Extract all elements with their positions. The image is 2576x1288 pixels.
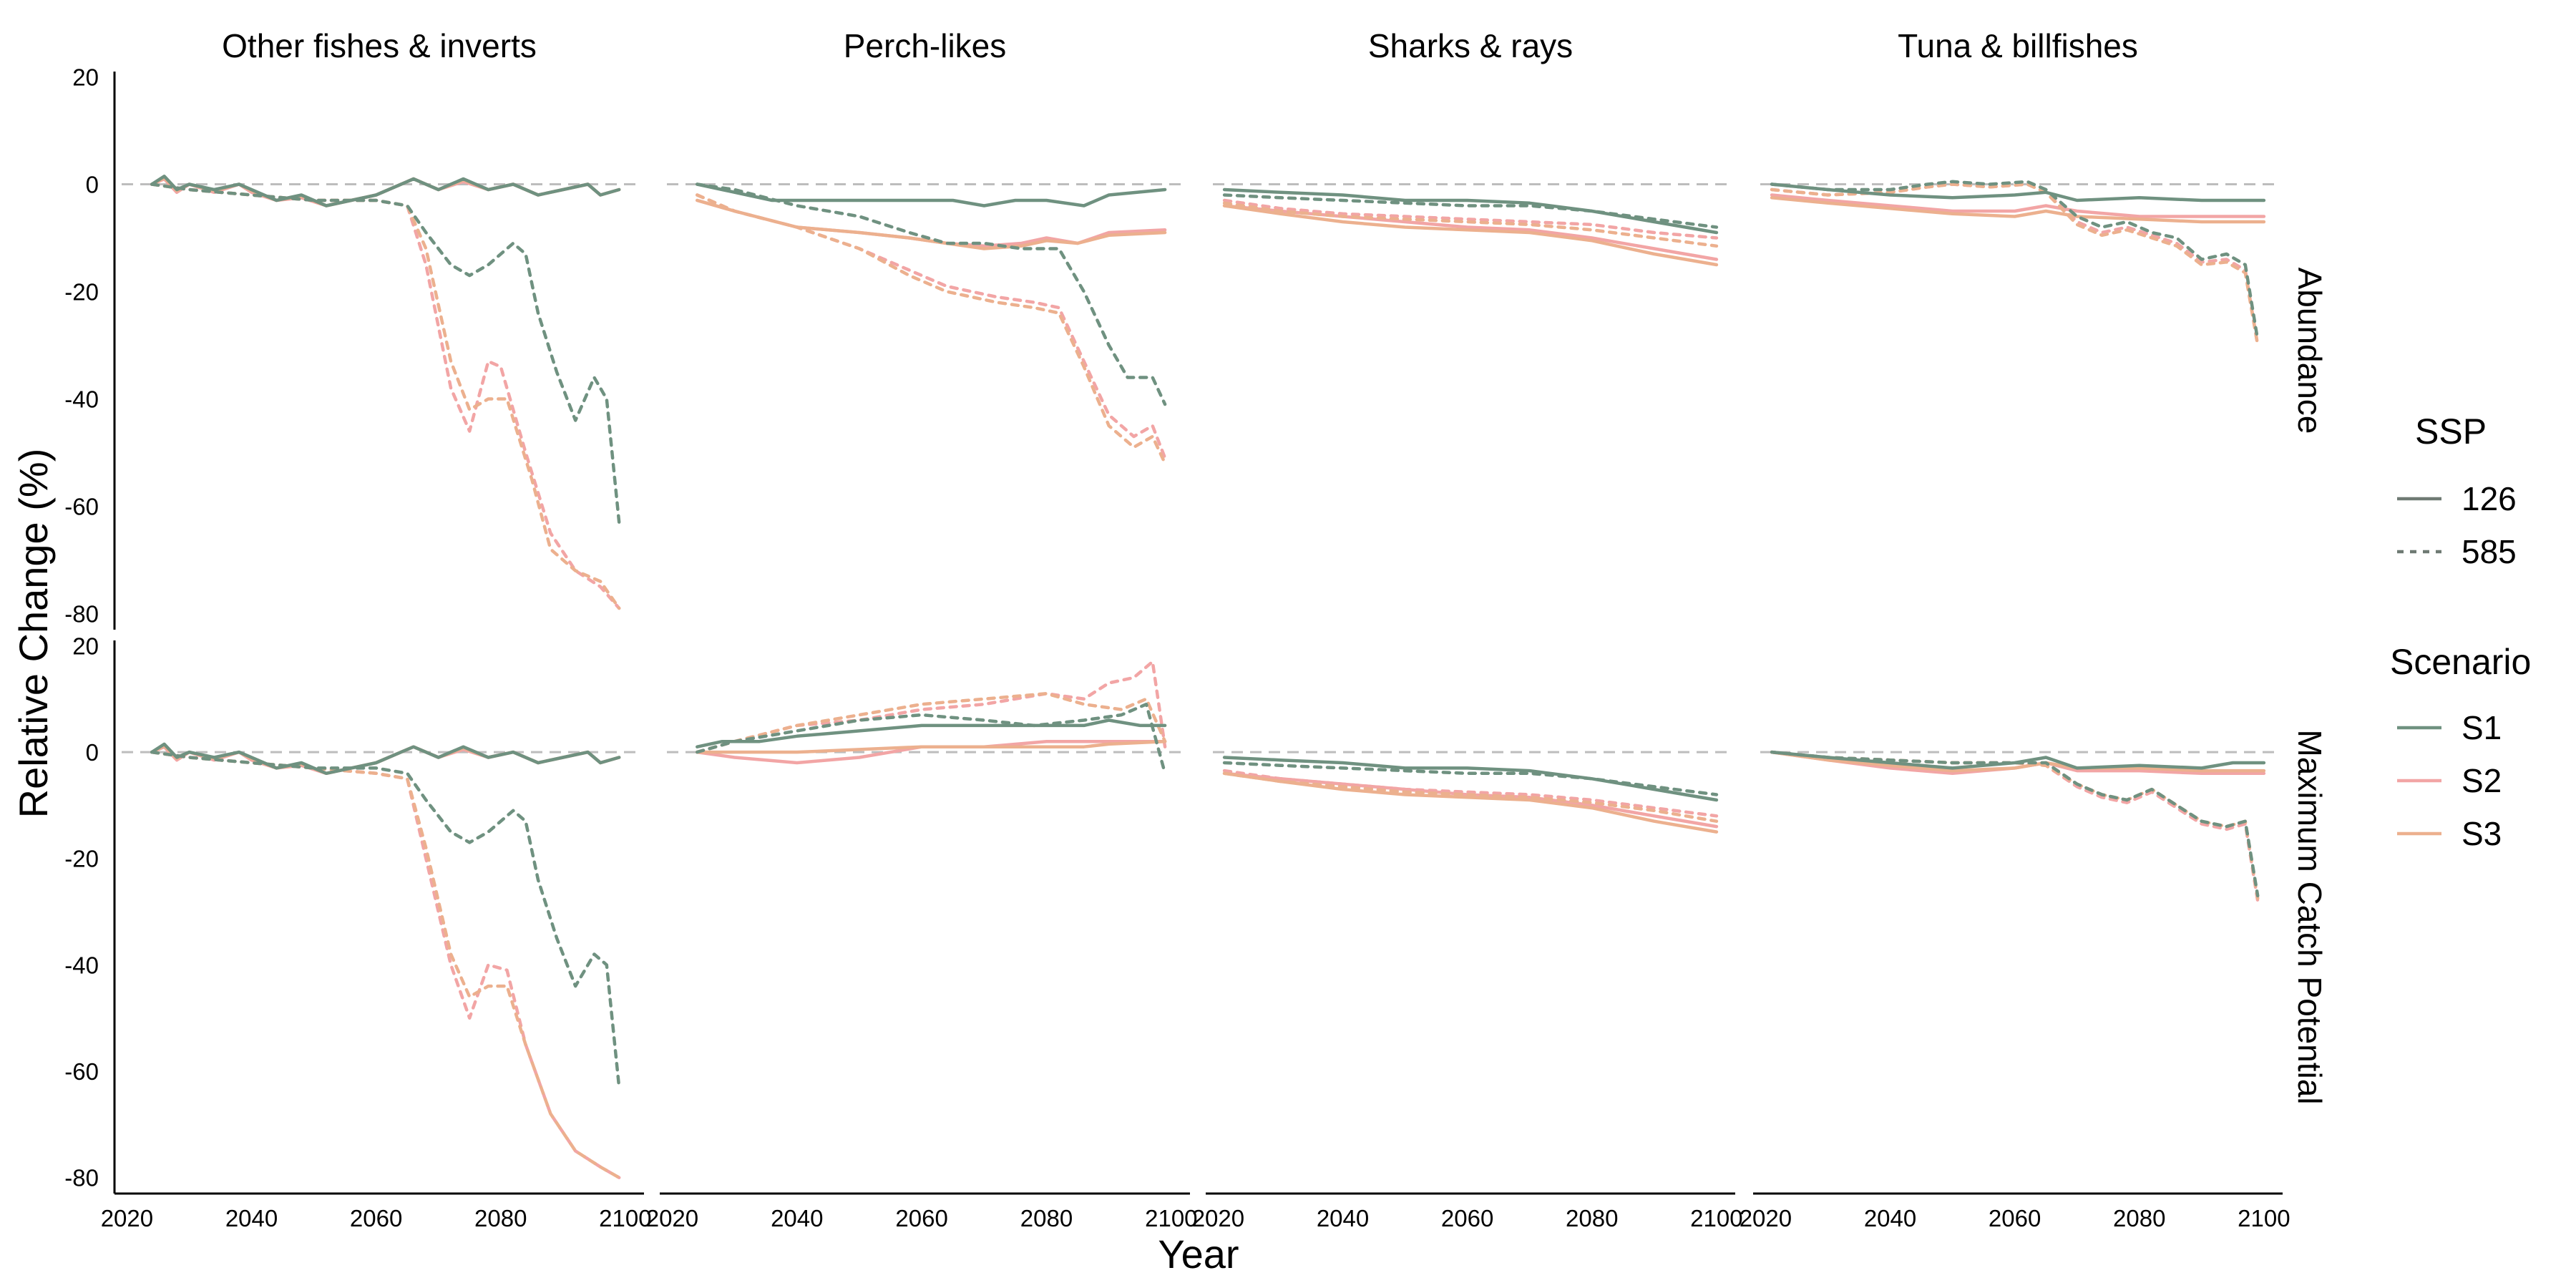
x-axis-title: Year: [1158, 1231, 1239, 1277]
y-tick-label: -20: [64, 846, 99, 872]
y-tick-label: 20: [72, 633, 99, 659]
panel: [150, 742, 621, 1179]
panel: [696, 660, 1167, 776]
x-tick-label: 2060: [350, 1205, 402, 1231]
series-line-s3-126: [1222, 771, 1719, 834]
x-tick-label: 2080: [1566, 1205, 1618, 1231]
y-tick-label: 0: [86, 739, 99, 766]
x-tick-label: 2100: [2238, 1205, 2290, 1231]
series-line-s1-585: [150, 750, 621, 1089]
y-tick-label: -20: [64, 279, 99, 306]
x-tick-label: 2040: [1317, 1205, 1369, 1231]
series-line-s3-126: [1222, 204, 1719, 267]
series-line-s1-585: [696, 182, 1167, 406]
x-tick-label: 2020: [1192, 1205, 1244, 1231]
legend-scenario-label: S1: [2462, 709, 2502, 746]
y-tick-label: -60: [64, 494, 99, 520]
x-tick-label: 2100: [599, 1205, 651, 1231]
series-line-s1-585: [1770, 750, 2260, 898]
x-tick-label: 2020: [646, 1205, 698, 1231]
panel: [1770, 750, 2266, 903]
series-line-s1-126: [1222, 756, 1719, 802]
legend-ssp-label: 585: [2462, 533, 2517, 570]
series-line-s2-126: [1770, 193, 2266, 218]
y-axis-title: Relative Change (%): [11, 449, 56, 819]
y-tick-label: -80: [64, 1165, 99, 1191]
x-tick-label: 2040: [771, 1205, 823, 1231]
x-tick-label: 2080: [474, 1205, 527, 1231]
legend-ssp-label: 126: [2462, 480, 2517, 517]
x-tick-label: 2060: [1989, 1205, 2041, 1231]
series-line-s1-585: [1222, 193, 1719, 229]
panel: [696, 182, 1167, 465]
x-tick-label: 2100: [1145, 1205, 1197, 1231]
series-line-s2-585: [696, 193, 1167, 460]
column-strip-label: Other fishes & inverts: [222, 27, 537, 64]
y-tick-label: -60: [64, 1058, 99, 1085]
series-line-s3-585: [696, 692, 1167, 754]
series-line-s3-585: [150, 182, 621, 610]
column-strip-label: Tuna & billfishes: [1898, 27, 2138, 64]
y-tick-label: -40: [64, 386, 99, 413]
legend-scenario-label: S3: [2462, 815, 2502, 852]
panels-layer: [122, 175, 2275, 1179]
x-tick-label: 2080: [2113, 1205, 2165, 1231]
series-line-s3-585: [150, 750, 621, 1179]
panel: [1222, 756, 1719, 834]
series-line-s3-585: [696, 193, 1167, 465]
series-line-s3-585: [1222, 201, 1719, 248]
x-tick-label: 2040: [225, 1205, 278, 1231]
series-line-s2-585: [1770, 750, 2260, 903]
y-tick-label: 0: [86, 172, 99, 198]
legend-scenario-title: Scenario: [2390, 642, 2531, 682]
x-tick-label: 2060: [1441, 1205, 1493, 1231]
series-line-s1-585: [1770, 180, 2260, 342]
x-tick-label: 2060: [895, 1205, 947, 1231]
series-line-s1-126: [696, 718, 1167, 748]
y-tick-label: -40: [64, 952, 99, 978]
legend-ssp-title: SSP: [2415, 411, 2487, 452]
series-line-s1-126: [1770, 750, 2266, 770]
series-line-s1-585: [1222, 761, 1719, 796]
x-tick-label: 2080: [1020, 1205, 1073, 1231]
x-tick-label: 2040: [1864, 1205, 1916, 1231]
panel: [1222, 187, 1719, 267]
series-line-s3-126: [696, 739, 1167, 754]
row-strip-label: Maximum Catch Potential: [2291, 729, 2328, 1104]
row-strip-label: Abundance: [2291, 268, 2328, 434]
x-tick-label: 2100: [1690, 1205, 1742, 1231]
series-line-s2-585: [1770, 182, 2260, 347]
series-line-s1-585: [696, 702, 1167, 776]
y-tick-label: 20: [72, 64, 99, 91]
panel: [150, 175, 621, 610]
legend-scenario-label: S2: [2462, 762, 2502, 799]
x-tick-label: 2020: [101, 1205, 153, 1231]
y-tick-label: -80: [64, 601, 99, 628]
legend: SSP 126 585 Scenario S1 S2 S3: [2390, 411, 2531, 852]
series-line-s3-585: [1770, 182, 2260, 347]
series-line-s2-585: [1222, 198, 1719, 240]
series-line-s1-126: [1770, 182, 2266, 203]
series-line-s1-585: [150, 182, 621, 525]
panel: [1770, 180, 2266, 347]
series-line-s3-126: [1770, 196, 2266, 224]
series-line-s1-126: [696, 182, 1167, 208]
x-tick-label: 2020: [1740, 1205, 1792, 1231]
column-strip-label: Perch-likes: [844, 27, 1007, 64]
series-line-s1-126: [150, 175, 621, 208]
series-line-s1-126: [1222, 187, 1719, 235]
series-line-s3-585: [1222, 771, 1719, 823]
series-line-s1-126: [150, 742, 621, 776]
labels-layer: Relative Change (%) Year Other fishes & …: [11, 27, 2328, 1277]
series-line-s2-585: [1222, 769, 1719, 818]
column-strip-label: Sharks & rays: [1368, 27, 1573, 64]
series-line-s3-126: [696, 198, 1167, 250]
